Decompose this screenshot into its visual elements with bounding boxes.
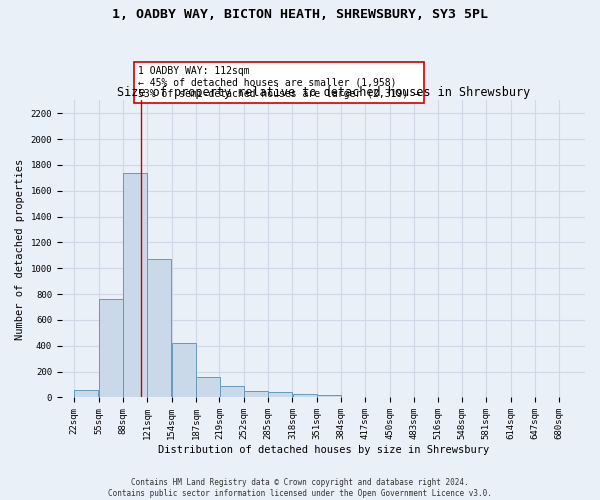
- Bar: [172, 343, 196, 398]
- Bar: [123, 172, 147, 398]
- Text: 1, OADBY WAY, BICTON HEATH, SHREWSBURY, SY3 5PL: 1, OADBY WAY, BICTON HEATH, SHREWSBURY, …: [112, 8, 488, 20]
- Bar: [317, 394, 341, 398]
- Bar: [99, 300, 123, 398]
- Bar: [74, 390, 98, 398]
- Bar: [220, 386, 244, 398]
- Bar: [148, 260, 172, 398]
- Bar: [244, 392, 268, 398]
- X-axis label: Distribution of detached houses by size in Shrewsbury: Distribution of detached houses by size …: [158, 445, 489, 455]
- Title: Size of property relative to detached houses in Shrewsbury: Size of property relative to detached ho…: [117, 86, 530, 99]
- Text: 1 OADBY WAY: 112sqm
← 45% of detached houses are smaller (1,958)
53% of semi-det: 1 OADBY WAY: 112sqm ← 45% of detached ho…: [137, 66, 419, 99]
- Bar: [293, 394, 317, 398]
- Y-axis label: Number of detached properties: Number of detached properties: [15, 158, 25, 340]
- Bar: [196, 377, 220, 398]
- Text: Contains HM Land Registry data © Crown copyright and database right 2024.
Contai: Contains HM Land Registry data © Crown c…: [108, 478, 492, 498]
- Bar: [268, 392, 292, 398]
